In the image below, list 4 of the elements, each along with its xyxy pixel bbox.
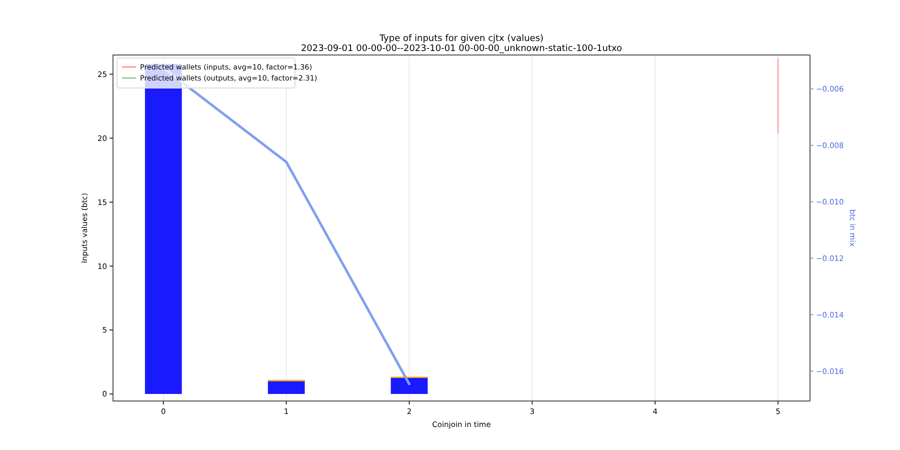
chart-title: Type of inputs for given cjtx (values)	[378, 34, 544, 44]
bar	[268, 381, 305, 394]
bar	[390, 378, 428, 394]
chart-subtitle: 2023-09-01 00-00-00--2023-10-01 00-00-00_unknown-static-100-1utxo	[300, 44, 623, 54]
